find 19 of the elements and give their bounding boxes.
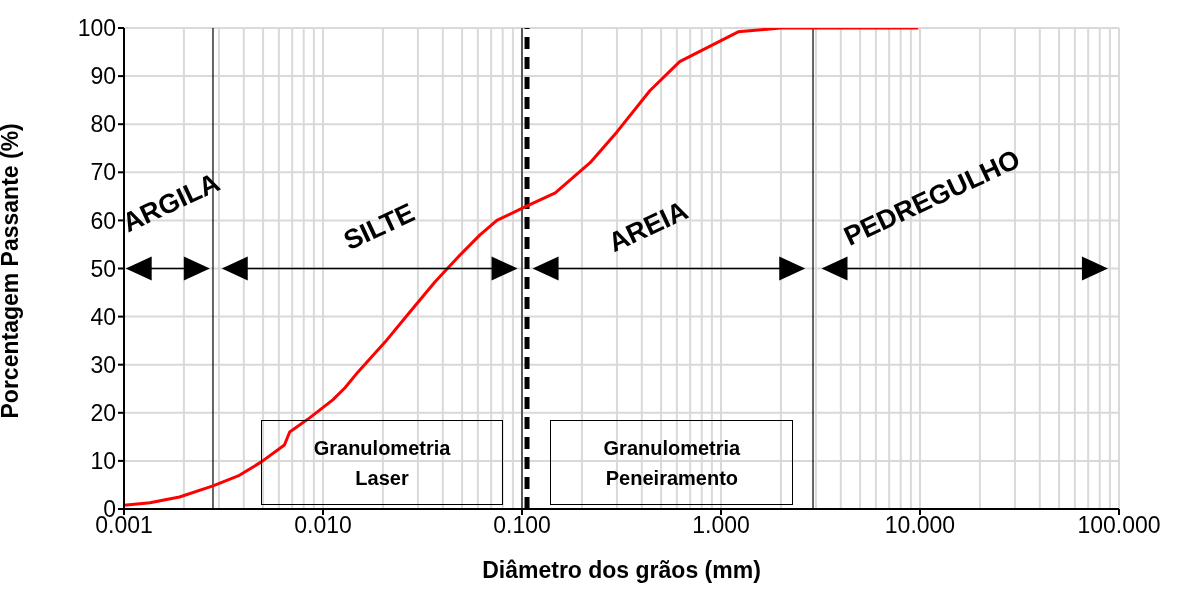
y-axis-title: Porcentagem Passante (%) xyxy=(0,123,24,419)
x-tick-label: 100.000 xyxy=(1077,512,1161,539)
annotation: Granulometria Peneiramento xyxy=(550,420,794,506)
y-tick-label: 60 xyxy=(90,207,116,234)
y-tick-label: 50 xyxy=(90,255,116,282)
x-tick-label: 0.010 xyxy=(294,512,352,539)
y-tick-label: 10 xyxy=(90,448,116,475)
y-tick-label: 100 xyxy=(77,15,116,42)
y-tick-label: 30 xyxy=(90,351,116,378)
annotation: Granulometria Laser xyxy=(261,420,503,506)
y-tick-label: 20 xyxy=(90,399,116,426)
y-tick-label: 80 xyxy=(90,111,116,138)
x-tick-label: 10.000 xyxy=(884,512,956,539)
y-tick-label: 70 xyxy=(90,159,116,186)
y-tick-label: 90 xyxy=(90,63,116,90)
y-tick-label: 40 xyxy=(90,303,116,330)
x-tick-label: 0.100 xyxy=(493,512,551,539)
x-tick-label: 1.000 xyxy=(692,512,750,539)
x-axis-title: Diâmetro dos grãos (mm) xyxy=(482,557,761,583)
